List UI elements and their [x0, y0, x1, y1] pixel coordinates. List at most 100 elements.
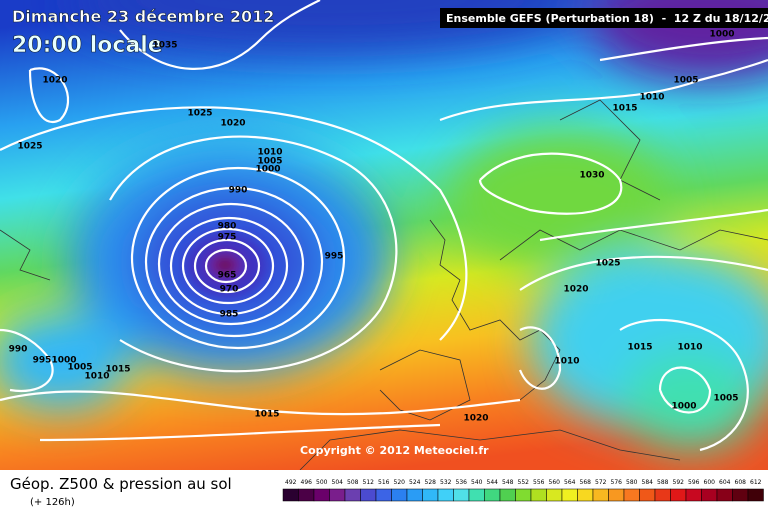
scale-label: 532 — [440, 479, 452, 486]
scale-label: 564 — [564, 479, 576, 486]
isobar-label: 1005 — [713, 394, 738, 404]
scale-label: 596 — [688, 479, 700, 486]
coastlines — [0, 99, 768, 471]
isobar-label: 970 — [220, 285, 239, 295]
scale-label: 544 — [487, 479, 499, 486]
date-title: Dimanche 23 décembre 2012 — [12, 7, 274, 26]
isobar-label: 1035 — [152, 41, 177, 51]
scale-swatch — [561, 488, 578, 502]
isobar-label: 1020 — [220, 119, 245, 129]
scale-label: 592 — [673, 479, 685, 486]
isobar-label: 1010 — [84, 372, 109, 382]
isobar-label: 1025 — [187, 109, 212, 119]
scale-label: 600 — [704, 479, 716, 486]
scale-swatch — [608, 488, 625, 502]
run-label: Ensemble GEFS (Perturbation 18) - 12 Z d… — [446, 12, 768, 25]
scale-label: 608 — [735, 479, 747, 486]
scale-swatch — [732, 488, 749, 502]
scale-swatch — [375, 488, 392, 502]
isobar-label: 1005 — [257, 157, 282, 167]
isobar-label: 1020 — [42, 76, 67, 86]
scale-label: 492 — [285, 479, 297, 486]
scale-label: 612 — [750, 479, 762, 486]
isobars — [0, 0, 768, 450]
isobar-labels: 1035102010251025102010101005100099098097… — [9, 30, 739, 424]
scale-swatch — [701, 488, 718, 502]
isobar-label: 965 — [218, 271, 237, 281]
isobar-label: 1010 — [554, 357, 579, 367]
scale-swatch — [453, 488, 470, 502]
scale-swatch — [406, 488, 423, 502]
scale-swatch — [623, 488, 640, 502]
scale-label: 588 — [657, 479, 669, 486]
scale-label: 504 — [332, 479, 344, 486]
scale-label: 552 — [518, 479, 530, 486]
time-title: 20:00 locale — [12, 33, 163, 58]
isobar-label: 980 — [218, 222, 237, 232]
scale-swatch — [499, 488, 516, 502]
scale-label: 516 — [378, 479, 390, 486]
scale-label: 604 — [719, 479, 731, 486]
isobar-label: 1020 — [463, 414, 488, 424]
isobar-label: 1010 — [639, 93, 664, 103]
isobar-label: 1025 — [595, 259, 620, 269]
scale-label: 568 — [580, 479, 592, 486]
scale-swatch — [468, 488, 485, 502]
scale-swatch — [716, 488, 733, 502]
scale-swatch — [360, 488, 377, 502]
scale-swatch — [654, 488, 671, 502]
scale-swatch — [484, 488, 501, 502]
scale-swatch — [592, 488, 609, 502]
isobar-label: 1000 — [51, 356, 76, 366]
isobar-label: 1015 — [105, 365, 130, 375]
scale-swatch — [639, 488, 656, 502]
isobar-label: 1010 — [677, 343, 702, 353]
isobar-label: 985 — [220, 310, 239, 320]
isobar-label: 1020 — [563, 285, 588, 295]
isobar-label: 1025 — [17, 142, 42, 152]
isobar-label: 1000 — [671, 402, 696, 412]
footer-title: Géop. Z500 & pression au sol — [10, 475, 232, 493]
scale-swatch — [546, 488, 563, 502]
isobar-label: 1030 — [579, 171, 604, 181]
scale-label: 512 — [363, 479, 375, 486]
isobar-label: 1000 — [709, 30, 734, 40]
scale-swatch — [422, 488, 439, 502]
isobar-label: 1010 — [257, 148, 282, 158]
copyright: Copyright © 2012 Meteociel.fr — [300, 444, 489, 457]
scale-label: 580 — [626, 479, 638, 486]
isobar-label: 990 — [9, 345, 28, 355]
scale-swatch — [282, 488, 299, 502]
scale-swatch — [530, 488, 547, 502]
scale-label: 572 — [595, 479, 607, 486]
isobar-label: 995 — [325, 252, 344, 262]
isobar-label: 990 — [229, 186, 248, 196]
footer-lead: (+ 126h) — [30, 497, 75, 508]
color-scale: 492 496 500 504 508 512 516 520 524 528 532 536 540 5… — [282, 479, 764, 502]
scale-label: 500 — [316, 479, 328, 486]
scale-label: 560 — [549, 479, 561, 486]
isobar-label: 1000 — [255, 165, 280, 175]
scale-label: 496 — [301, 479, 313, 486]
scale-label: 536 — [456, 479, 468, 486]
scale-label: 520 — [394, 479, 406, 486]
isobar-label: 1005 — [67, 363, 92, 373]
scale-swatch — [313, 488, 330, 502]
isobar-label: 995 — [33, 356, 52, 366]
scale-label: 548 — [502, 479, 514, 486]
scale-label: 524 — [409, 479, 421, 486]
scale-swatch — [685, 488, 702, 502]
isobar-label: 1015 — [612, 104, 637, 114]
scale-swatch — [515, 488, 532, 502]
scale-swatch — [344, 488, 361, 502]
scale-label: 584 — [642, 479, 654, 486]
scale-label: 556 — [533, 479, 545, 486]
scale-swatch — [437, 488, 454, 502]
scale-swatch — [670, 488, 687, 502]
scale-label: 576 — [611, 479, 623, 486]
scale-swatch — [747, 488, 764, 502]
isobar-label: 1015 — [254, 410, 279, 420]
scale-label: 508 — [347, 479, 359, 486]
